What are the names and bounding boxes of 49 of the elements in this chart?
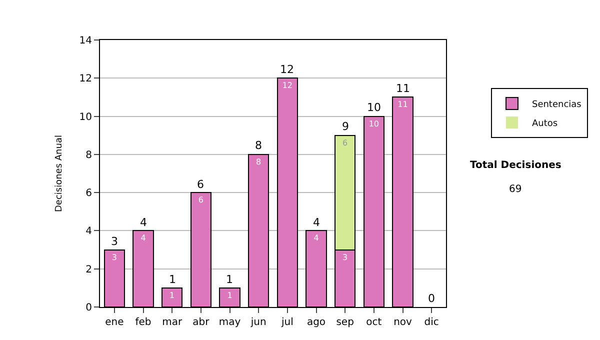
total-label: 12 <box>280 63 294 76</box>
data-label: 1 <box>227 290 232 300</box>
x-tick-label: oct <box>366 317 382 328</box>
total-label: 11 <box>396 82 410 95</box>
total-label: 1 <box>226 273 233 286</box>
y-tick-label: 2 <box>86 264 92 276</box>
legend-label: Sentencias <box>532 100 582 110</box>
x-tick-label: mar <box>162 317 183 328</box>
x-tick-label: may <box>218 317 241 328</box>
total-label: 9 <box>342 120 349 133</box>
total-label: 6 <box>197 178 204 191</box>
total-label: 4 <box>140 216 147 229</box>
y-tick-label: 0 <box>86 302 92 314</box>
text: 69 <box>509 184 522 195</box>
x-tick-label: feb <box>135 317 152 328</box>
y-tick-label: 14 <box>79 36 92 46</box>
y-tick-label: 12 <box>79 74 92 85</box>
y-tick-label: 4 <box>86 226 92 238</box>
x-tick-label: jun <box>250 317 266 328</box>
y-tick-label: 6 <box>86 188 92 200</box>
data-label: 3 <box>342 252 348 262</box>
legend-label: Autos <box>532 119 558 130</box>
data-label: 4 <box>140 234 146 243</box>
total-label: 3 <box>111 235 118 248</box>
x-tick-label: nov <box>394 317 412 328</box>
total-label: 10 <box>367 101 381 114</box>
data-label: 12 <box>282 81 293 90</box>
data-label: 6 <box>198 196 204 205</box>
x-tick-label: sep <box>336 317 354 328</box>
x-tick-label: abr <box>192 317 210 328</box>
x-tick-label: ago <box>306 317 326 328</box>
data-label: 3 <box>112 252 117 262</box>
x-tick-label: jul <box>280 317 294 328</box>
data-label: 10 <box>368 119 380 128</box>
data-label: 11 <box>398 100 408 110</box>
y-axis-title: Decisiones Anual <box>54 135 65 212</box>
data-label: 1 <box>170 290 175 300</box>
y-tick-label: 10 <box>79 112 92 123</box>
data-label: 8 <box>256 157 262 166</box>
total-label: 8 <box>255 139 262 152</box>
total-label: 1 <box>169 273 176 286</box>
total-label: 4 <box>313 216 320 229</box>
total-label: 0 <box>428 292 435 305</box>
text: Total Decisiones <box>470 160 562 171</box>
data-label: 6 <box>342 138 348 148</box>
x-tick-label: ene <box>105 317 124 328</box>
y-tick-label: 8 <box>86 150 92 161</box>
data-label: 4 <box>314 234 319 243</box>
x-tick-label: dic <box>424 317 439 328</box>
